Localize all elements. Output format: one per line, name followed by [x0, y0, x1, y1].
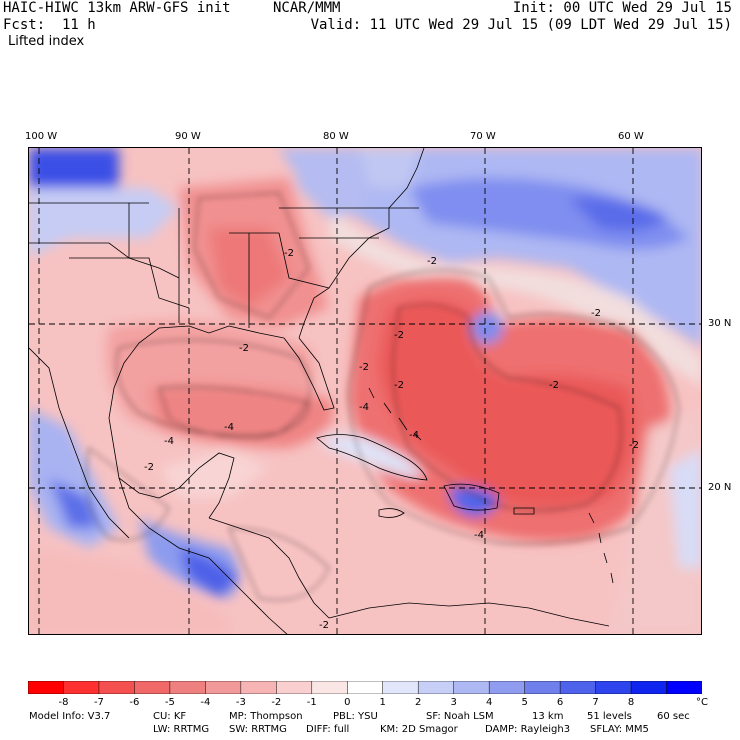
colorbar-tick-label: 7	[592, 697, 599, 708]
contour-label: -2	[629, 440, 639, 451]
colorbar-swatch	[488, 681, 526, 694]
colorbar-swatch	[382, 681, 419, 694]
colorbar-swatch	[276, 681, 313, 694]
colorbar-tick-label: 8	[627, 697, 635, 708]
colorbar-tick-label: -8	[58, 697, 69, 708]
lat-lon-grid	[29, 148, 701, 634]
init-time: Init: 00 UTC Wed 29 Jul 15	[512, 0, 732, 16]
colorbar-unit: °C	[696, 697, 708, 708]
colorbar-tick-label: 3	[450, 697, 457, 708]
lon-label-80w: 80 W	[323, 131, 349, 142]
colorbar-swatch	[666, 681, 702, 694]
colorbar-tick-label: -5	[164, 697, 175, 708]
colorbar-swatch	[240, 681, 278, 694]
contour-label: -2	[239, 343, 249, 354]
field-name: Lifted index	[8, 34, 85, 49]
colorbar-swatch	[630, 681, 668, 694]
lat-label-30n: 30 N	[708, 318, 732, 329]
contour-label: -2	[359, 362, 369, 373]
valid-time: Valid: 11 UTC Wed 29 Jul 15 (09 LDT Wed …	[310, 17, 732, 33]
colorbar-tick-label: -6	[129, 697, 140, 708]
colorbar-swatch	[524, 681, 561, 694]
levels: 51 levels	[587, 711, 632, 722]
resolution: 13 km	[532, 711, 564, 722]
contour-label: -2	[394, 380, 404, 391]
colorbar-tick-label: -3	[235, 697, 246, 708]
colorbar-tick-label: 0	[344, 697, 351, 708]
colorbar-swatch	[559, 681, 597, 694]
lon-label-90w: 90 W	[175, 131, 201, 142]
cu-scheme: CU: KF	[153, 711, 187, 722]
forecast-label: Fcst:	[3, 17, 46, 33]
contour-label: -2	[427, 256, 437, 267]
colorbar-tick-label: 2	[415, 697, 422, 708]
colorbar-swatch	[28, 681, 65, 694]
colorbar-tick-label: -7	[93, 697, 104, 708]
colorbar-tick-label: -2	[271, 697, 282, 708]
timestep: 60 sec	[657, 711, 690, 722]
colorbar-tick-label: 6	[556, 697, 564, 708]
coastlines	[29, 148, 614, 634]
contour-label: -2	[284, 248, 294, 259]
lw-scheme: LW: RRTMG	[153, 724, 210, 735]
colorbar-tick-label: 5	[521, 697, 528, 708]
contour-labels: -2 -2 -2 -2 -2 -2 -4 -4 -4 -4 -2 -2 -2 -…	[144, 248, 639, 631]
contour-label: -4	[474, 530, 484, 541]
diff-scheme: DIFF: full	[306, 724, 350, 735]
km-scheme: KM: 2D Smagor	[380, 724, 458, 735]
damp-scheme: DAMP: Rayleigh3	[485, 724, 571, 735]
lon-label-100w: 100 W	[25, 131, 58, 142]
colorbar-tick-label: 1	[379, 697, 386, 708]
contour-label: -4	[164, 436, 174, 447]
colorbar-tick-label: -4	[200, 697, 211, 708]
sflay-scheme: SFLAY: MM5	[590, 724, 649, 735]
colorbar	[28, 681, 702, 694]
contour-label: -2	[144, 462, 154, 473]
mp-scheme: MP: Thompson	[229, 711, 303, 722]
organization: NCAR/MMM	[273, 0, 341, 16]
contour-label: -2	[319, 620, 329, 631]
model-info: Model Info: V3.7	[29, 711, 111, 722]
colorbar-swatch	[169, 681, 207, 694]
contour-label: -4	[224, 422, 234, 433]
colorbar-swatch	[453, 681, 490, 694]
lon-label-60w: 60 W	[618, 131, 644, 142]
model-title: HAIC-HIWC 13km ARW-GFS init	[3, 0, 231, 16]
colorbar-swatch	[98, 681, 136, 694]
colorbar-swatch	[347, 681, 384, 694]
lat-label-20n: 20 N	[708, 482, 732, 493]
colorbar-swatch	[595, 681, 632, 694]
contour-label: -2	[394, 330, 404, 341]
colorbar-swatch	[417, 681, 455, 694]
colorbar-swatch	[134, 681, 171, 694]
lifted-index-map: -2 -2 -2 -2 -2 -2 -4 -4 -4 -4 -2 -2 -2 -…	[28, 147, 702, 635]
sf-scheme: SF: Noah LSM	[426, 711, 494, 722]
sw-scheme: SW: RRTMG	[229, 724, 287, 735]
contour-label: -4	[409, 430, 419, 441]
contours	[86, 192, 680, 601]
colorbar-swatch	[205, 681, 242, 694]
colorbar-swatch	[311, 681, 349, 694]
colorbar-tick-label: -1	[306, 697, 317, 708]
colorbar-swatch	[63, 681, 100, 694]
contour-label: -4	[359, 402, 369, 413]
contour-label: -2	[549, 380, 559, 391]
forecast-hours: 11 h	[62, 17, 96, 33]
pbl-scheme: PBL: YSU	[333, 711, 378, 722]
contour-label: -2	[591, 308, 601, 319]
lon-label-70w: 70 W	[470, 131, 496, 142]
colorbar-tick-label: 4	[485, 697, 493, 708]
